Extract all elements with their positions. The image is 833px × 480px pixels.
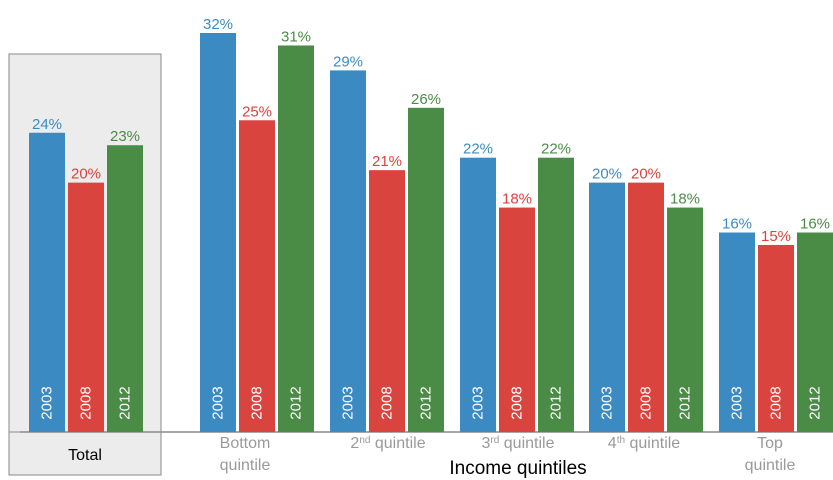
bar-5-2003	[719, 232, 755, 432]
bar-0-2003	[29, 132, 65, 432]
bar-year-label-0-2003: 2003	[39, 386, 56, 419]
category-label-part: Top	[757, 435, 783, 452]
category-label-4: 4th quintile	[608, 435, 681, 453]
data-label-5-2003: 16%	[722, 216, 752, 233]
category-label-3: 3rd quintile	[482, 435, 555, 453]
data-label-2-2008: 21%	[372, 153, 402, 170]
data-label-4-2003: 20%	[592, 166, 622, 183]
data-label-0-2008: 20%	[71, 166, 101, 183]
data-label-3-2003: 22%	[463, 141, 493, 158]
bars-layer	[29, 33, 833, 432]
bar-5-2008	[758, 244, 794, 432]
bar-year-label-5-2012: 2012	[807, 386, 824, 419]
bar-year-label-5-2003: 2003	[729, 386, 746, 419]
bar-year-label-2-2003: 2003	[340, 386, 357, 419]
bar-5-2012	[797, 232, 833, 432]
bar-year-label-4-2008: 2008	[638, 386, 655, 419]
category-label-part: rd	[490, 435, 499, 446]
bar-year-label-1-2012: 2012	[288, 386, 305, 419]
data-label-1-2012: 31%	[281, 28, 311, 45]
bar-4-2008	[628, 182, 664, 432]
data-label-4-2008: 20%	[631, 166, 661, 183]
data-label-1-2003: 32%	[203, 16, 233, 33]
bar-4-2003	[589, 182, 625, 432]
bar-year-label-2-2008: 2008	[379, 386, 396, 419]
data-label-5-2008: 15%	[761, 228, 791, 245]
bar-year-label-1-2008: 2008	[249, 386, 266, 419]
bar-2-2012	[408, 107, 444, 432]
data-label-2-2012: 26%	[411, 91, 441, 108]
bar-3-2003	[460, 157, 496, 432]
data-label-5-2012: 16%	[800, 216, 830, 233]
category-label-2: 2nd quintile	[350, 435, 425, 453]
category-label-part: quintile	[220, 457, 271, 474]
data-label-0-2003: 24%	[32, 116, 62, 133]
x-axis-title: Income quintiles	[449, 458, 586, 479]
category-label-5: Top quintile	[745, 435, 796, 474]
category-label-total: Total	[68, 447, 102, 464]
data-label-4-2012: 18%	[670, 191, 700, 208]
bar-0-2008	[68, 182, 104, 432]
bar-2-2003	[330, 70, 366, 432]
bar-3-2008	[499, 207, 535, 432]
bar-4-2012	[667, 207, 703, 432]
bar-year-label-3-2012: 2012	[548, 386, 565, 419]
category-label-part: quintile	[625, 435, 680, 452]
labels-layer: 24% 2003 20% 2008 23% 2012 Total 32% 2003 25% 2008…	[32, 16, 830, 474]
category-label-part: 2	[350, 435, 359, 452]
bar-year-label-2-2012: 2012	[418, 386, 435, 419]
bar-year-label-1-2003: 2003	[210, 386, 227, 419]
bar-year-label-4-2012: 2012	[677, 386, 694, 419]
bar-year-label-4-2003: 2003	[599, 386, 616, 419]
category-label-part: quintile	[370, 435, 425, 452]
category-label-1: Bottom quintile	[220, 435, 271, 474]
data-label-1-2008: 25%	[242, 103, 272, 120]
bar-year-label-0-2012: 2012	[117, 386, 134, 419]
bar-1-2003	[200, 33, 236, 432]
bar-year-label-3-2003: 2003	[470, 386, 487, 419]
data-label-3-2008: 18%	[502, 191, 532, 208]
category-label-part: nd	[359, 435, 370, 446]
bar-year-label-0-2008: 2008	[78, 386, 95, 419]
category-label-part: quintile	[745, 457, 796, 474]
bar-1-2008	[239, 120, 275, 432]
bar-year-label-3-2008: 2008	[509, 386, 526, 419]
data-label-2-2003: 29%	[333, 53, 363, 70]
data-label-0-2012: 23%	[110, 128, 140, 145]
bar-3-2012	[538, 157, 574, 432]
data-label-3-2012: 22%	[541, 141, 571, 158]
bar-0-2012	[107, 145, 143, 432]
category-label-part: th	[617, 435, 625, 446]
category-label-part: 3	[482, 435, 491, 452]
bar-2-2008	[369, 170, 405, 432]
category-label-part: Bottom	[220, 435, 271, 452]
bar-1-2012	[278, 45, 314, 432]
bar-year-label-5-2008: 2008	[768, 386, 785, 419]
category-label-part: 4	[608, 435, 617, 452]
category-label-part: quintile	[499, 435, 554, 452]
